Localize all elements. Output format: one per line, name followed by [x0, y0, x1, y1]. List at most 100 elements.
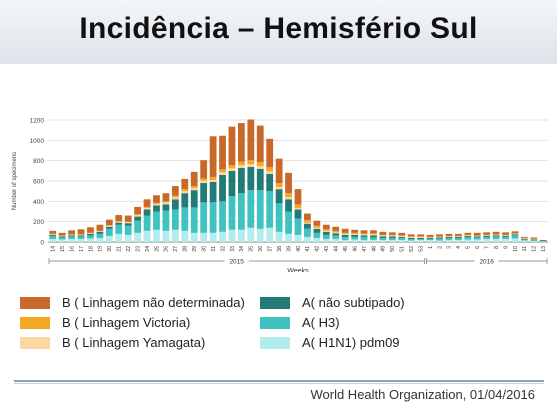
bar-segment: [426, 237, 434, 239]
year-label: 2016: [479, 259, 494, 266]
bar-segment: [464, 232, 472, 235]
bar-segment: [219, 172, 226, 175]
bar-segment: [219, 231, 226, 242]
bar-segment: [530, 239, 538, 241]
bar-segment: [115, 215, 123, 222]
legend-item-a-h3: A( H3): [260, 315, 340, 330]
bar-segment: [492, 236, 500, 239]
bar-segment: [483, 235, 491, 237]
bar-segment: [143, 230, 151, 242]
bar-segment: [322, 229, 330, 231]
bar-segment: [190, 188, 198, 191]
x-tick-label: 29: [192, 246, 198, 252]
bar-segment: [58, 237, 66, 240]
bar-segment: [256, 168, 264, 191]
x-tick-label: 39: [286, 246, 292, 252]
bar-segment: [256, 166, 264, 169]
bar-segment: [445, 236, 453, 238]
bar-segment: [171, 209, 179, 230]
bar-segment: [238, 193, 245, 230]
bar-segment: [351, 236, 358, 240]
x-tick-label: 7: [484, 246, 490, 249]
x-tick-label: 2: [437, 246, 443, 249]
bar-segment: [275, 183, 283, 188]
bar-segment: [275, 189, 283, 204]
x-tick-label: 18: [88, 246, 94, 252]
legend-item-b-victoria: B ( Linhagem Victoria): [20, 315, 190, 330]
x-tick-label: 1: [428, 246, 434, 249]
bar-segment: [539, 240, 547, 241]
bar-segment: [49, 234, 57, 235]
x-tick-label: 28: [183, 246, 189, 252]
bar-segment: [143, 207, 151, 210]
bar-segment: [124, 225, 132, 235]
bar-segment: [464, 235, 472, 236]
bar-segment: [49, 230, 57, 234]
x-tick-label: 35: [249, 246, 255, 252]
bar-segment: [143, 206, 151, 208]
bar-segment: [436, 237, 443, 239]
legend-label: A( H1N1) pdm09: [302, 335, 400, 350]
bar-segment: [49, 233, 57, 235]
bar-segment: [153, 195, 160, 203]
bar-segment: [285, 233, 292, 242]
bar-segment: [49, 234, 57, 236]
bar-segment: [247, 119, 255, 161]
x-tick-label: 13: [541, 246, 547, 252]
bar-segment: [115, 233, 123, 242]
bar-segment: [285, 199, 292, 212]
bar-segment: [407, 238, 415, 241]
x-tick-label: 8: [494, 246, 500, 249]
bar-segment: [445, 239, 453, 242]
bar-segment: [502, 236, 509, 239]
x-tick-label: 34: [239, 246, 245, 252]
bar-segment: [153, 202, 160, 204]
bar-segment: [209, 232, 217, 242]
bar-segment: [341, 228, 349, 233]
bar-segment: [351, 239, 358, 242]
y-tick-label: 600: [33, 179, 44, 186]
bar-segment: [304, 223, 311, 229]
bar-segment: [445, 233, 453, 236]
bar-segment: [181, 207, 189, 231]
legend-item-b-undetermined: B ( Linhagem não determinada): [20, 295, 245, 310]
bar-segment: [115, 222, 123, 225]
bar-segment: [285, 193, 292, 198]
bar-segment: [238, 161, 245, 166]
bar-segment: [341, 236, 349, 240]
bar-segment: [511, 234, 519, 236]
bar-segment: [454, 237, 462, 240]
bar-segment: [115, 224, 123, 234]
bar-segment: [200, 178, 208, 181]
bar-segment: [294, 207, 302, 210]
bar-segment: [134, 214, 142, 216]
bar-segment: [454, 235, 462, 237]
bar-segment: [379, 239, 387, 242]
bar-segment: [181, 178, 189, 190]
bar-segment: [190, 190, 198, 208]
bar-segment: [473, 239, 481, 242]
x-tick-label: 37: [267, 246, 273, 252]
bar-segment: [417, 239, 425, 242]
bar-segment: [247, 160, 255, 165]
bar-segment: [247, 166, 255, 191]
x-tick-label: 17: [79, 246, 85, 252]
bar-segment: [436, 236, 443, 238]
bar-segment: [436, 238, 443, 241]
bar-segment: [370, 239, 377, 242]
bar-segment: [492, 234, 500, 236]
bar-segment: [209, 136, 217, 177]
x-tick-label: 21: [117, 246, 123, 252]
y-tick-label: 0: [40, 240, 44, 247]
bar-segment: [77, 235, 85, 237]
bar-segment: [530, 239, 538, 240]
bar-segment: [96, 233, 104, 238]
x-tick-label: 10: [513, 246, 519, 252]
y-tick-label: 400: [33, 199, 44, 206]
bar-segment: [285, 197, 292, 200]
bar-segment: [96, 231, 104, 232]
bar-segment: [332, 226, 340, 231]
bar-segment: [115, 221, 123, 223]
x-tick-label: 19: [98, 246, 104, 252]
bar-segment: [58, 235, 66, 237]
